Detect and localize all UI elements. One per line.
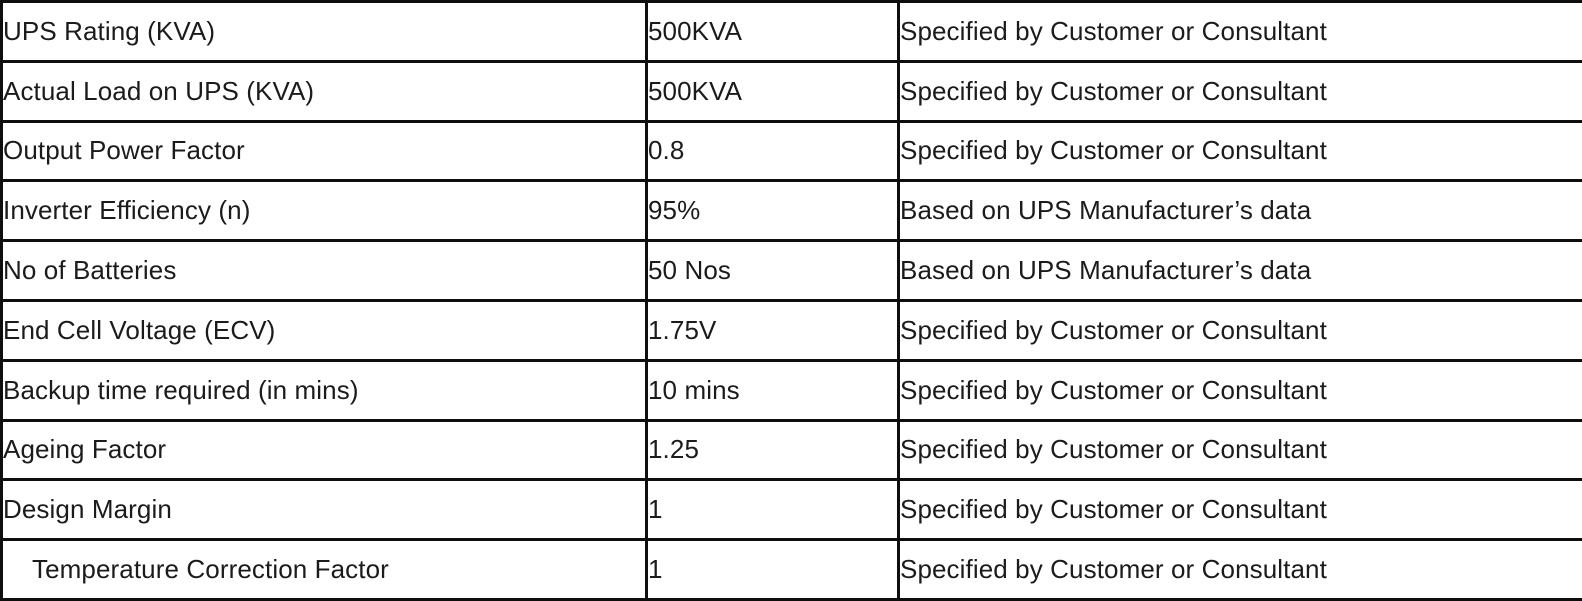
- table-row: Inverter Efficiency (n) 95% Based on UPS…: [0, 179, 1582, 243]
- source-cell: Specified by Customer or Consultant: [897, 298, 1582, 362]
- source-cell: Specified by Customer or Consultant: [897, 0, 1582, 63]
- table-row: Design Margin 1 Specified by Customer or…: [0, 478, 1582, 542]
- source-cell: Specified by Customer or Consultant: [897, 478, 1582, 542]
- parameter-cell: Output Power Factor: [0, 119, 648, 183]
- table-row: UPS Rating (KVA) 500KVA Specified by Cus…: [0, 0, 1582, 63]
- source-cell: Specified by Customer or Consultant: [897, 358, 1582, 422]
- source-cell: Specified by Customer or Consultant: [897, 418, 1582, 482]
- source-cell: Specified by Customer or Consultant: [897, 119, 1582, 183]
- value-cell: 95%: [645, 179, 900, 243]
- value-cell: 0.8: [645, 119, 900, 183]
- value-cell: 1: [645, 538, 900, 601]
- parameter-cell: Actual Load on UPS (KVA): [0, 59, 648, 123]
- value-cell: 1.25: [645, 418, 900, 482]
- table-row: End Cell Voltage (ECV) 1.75V Specified b…: [0, 298, 1582, 362]
- value-cell: 1.75V: [645, 298, 900, 362]
- table-row: Output Power Factor 0.8 Specified by Cus…: [0, 119, 1582, 183]
- parameter-cell: Backup time required (in mins): [0, 358, 648, 422]
- source-cell: Based on UPS Manufacturer’s data: [897, 239, 1582, 302]
- value-cell: 500KVA: [645, 59, 900, 123]
- table-row: Actual Load on UPS (KVA) 500KVA Specifie…: [0, 59, 1582, 123]
- parameter-cell: Design Margin: [0, 478, 648, 542]
- value-cell: 50 Nos: [645, 239, 900, 302]
- table-row: No of Batteries 50 Nos Based on UPS Manu…: [0, 239, 1582, 302]
- table-row: Temperature Correction Factor 1 Specifie…: [0, 538, 1582, 601]
- parameter-cell: Ageing Factor: [0, 418, 648, 482]
- source-cell: Specified by Customer or Consultant: [897, 59, 1582, 123]
- value-cell: 500KVA: [645, 0, 900, 63]
- table-row: Backup time required (in mins) 10 mins S…: [0, 358, 1582, 422]
- table-row: Ageing Factor 1.25 Specified by Customer…: [0, 418, 1582, 482]
- source-cell: Based on UPS Manufacturer’s data: [897, 179, 1582, 243]
- parameter-cell: UPS Rating (KVA): [0, 0, 648, 63]
- value-cell: 1: [645, 478, 900, 542]
- parameter-cell: Temperature Correction Factor: [0, 538, 648, 601]
- value-cell: 10 mins: [645, 358, 900, 422]
- source-cell: Specified by Customer or Consultant: [897, 538, 1582, 601]
- parameter-cell: No of Batteries: [0, 239, 648, 302]
- parameter-cell: End Cell Voltage (ECV): [0, 298, 648, 362]
- parameter-cell: Inverter Efficiency (n): [0, 179, 648, 243]
